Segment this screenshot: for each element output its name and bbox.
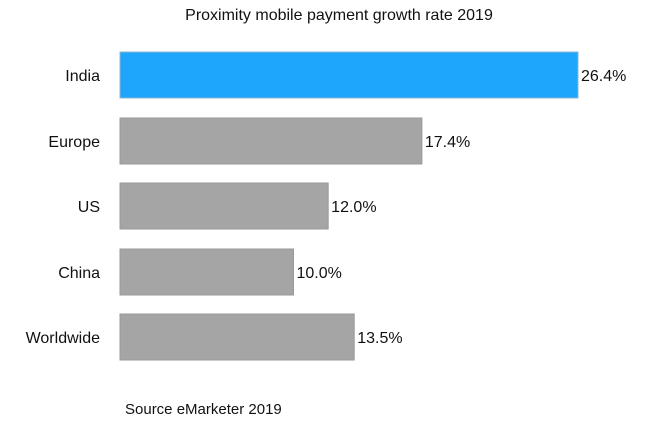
source-note: Source eMarketer 2019: [125, 401, 282, 418]
data-label: 12.0%: [331, 199, 376, 216]
chart-title: Proximity mobile payment growth rate 201…: [185, 7, 493, 24]
bar-china: [119, 248, 294, 296]
category-label: Worldwide: [26, 330, 101, 347]
data-label: 26.4%: [581, 68, 626, 85]
bar-india: [119, 51, 579, 99]
category-label: Europe: [48, 134, 100, 151]
category-label: China: [58, 265, 100, 282]
bar-worldwide: [119, 313, 355, 361]
category-label: India: [65, 68, 100, 85]
data-label: 13.5%: [357, 330, 402, 347]
data-label: 10.0%: [296, 265, 341, 282]
bar-europe: [119, 117, 423, 165]
data-label: 17.4%: [425, 134, 470, 151]
category-label: US: [78, 199, 100, 216]
bar-us: [119, 182, 329, 230]
